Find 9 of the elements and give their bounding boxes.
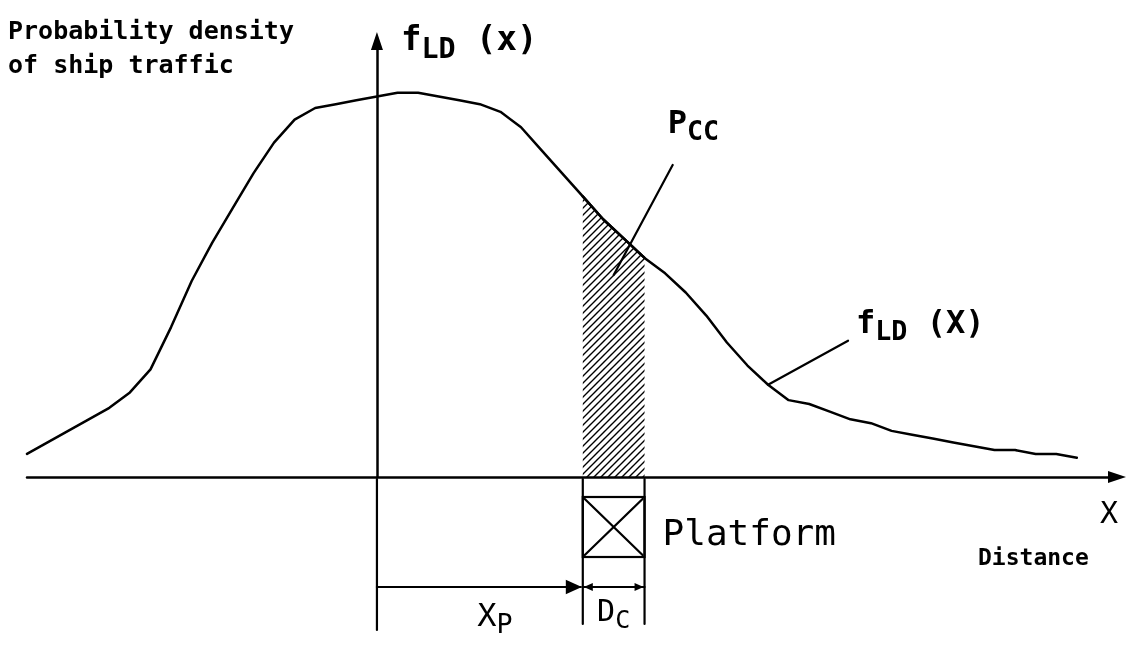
text: f$_{LD}$ (X) bbox=[856, 302, 985, 347]
text: Probability density of ship traffic bbox=[8, 15, 295, 81]
x-axis-title: X bbox=[1099, 495, 1118, 530]
y-axis-title: f$_{LD}$ (x) bbox=[400, 18, 538, 65]
text: P$_{CC}$ bbox=[667, 102, 720, 147]
text: X$_{P}$ bbox=[477, 596, 513, 640]
text: D$_{C}$ bbox=[597, 593, 631, 634]
text: Distance bbox=[978, 544, 1089, 571]
text: Platform bbox=[662, 512, 836, 553]
